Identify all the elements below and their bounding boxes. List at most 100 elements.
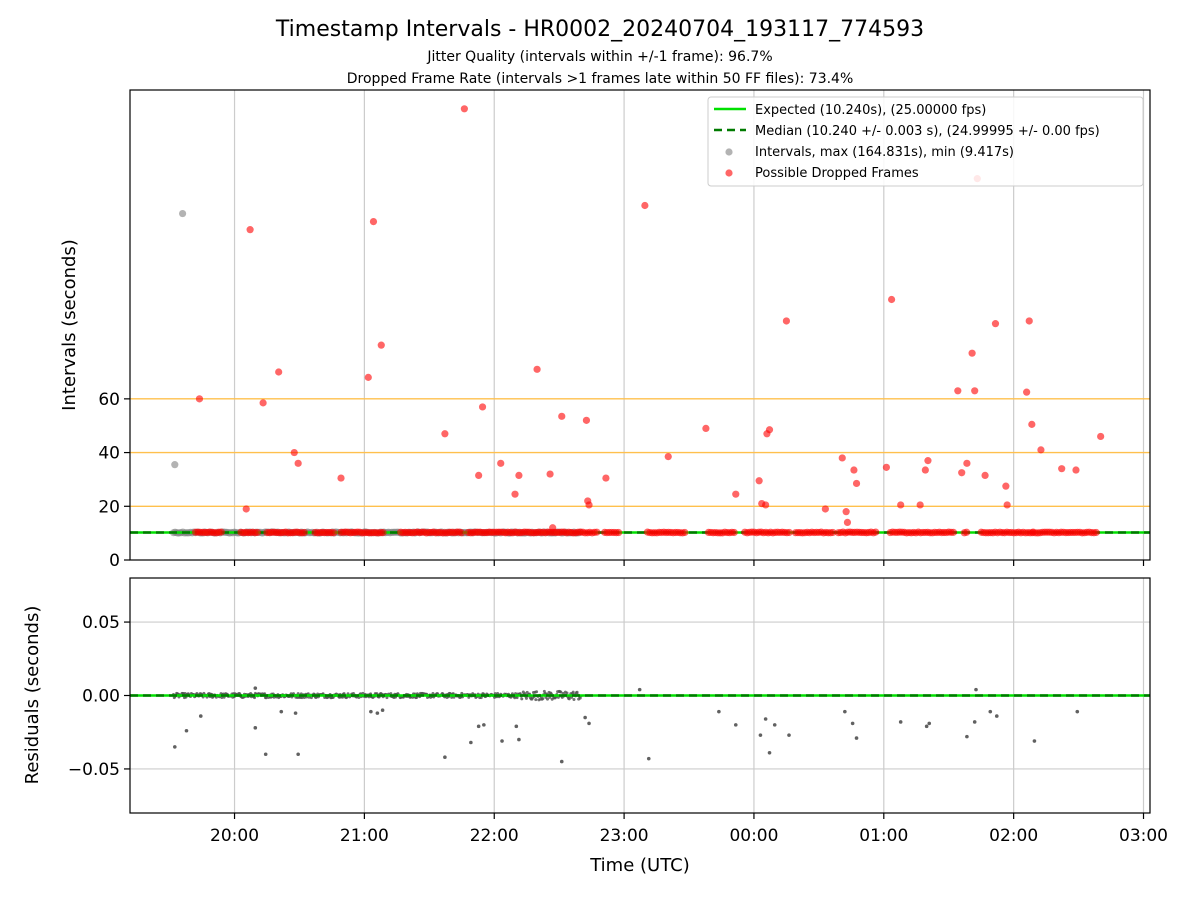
residual-point <box>974 687 978 692</box>
residual-point <box>476 724 481 729</box>
residual-point <box>988 709 993 714</box>
dropped-frame-point <box>515 471 523 479</box>
top-y-tick-label: 40 <box>98 444 120 464</box>
dropped-frame-point <box>602 474 610 482</box>
residual-point <box>369 709 373 714</box>
residual-point <box>559 690 563 694</box>
residual-points <box>172 686 1080 764</box>
residual-point <box>587 721 591 726</box>
residual-point <box>309 696 313 700</box>
dropped-frame-point <box>681 528 689 537</box>
dropped-frame-point <box>441 430 449 438</box>
residual-point <box>1075 709 1080 714</box>
residual-point <box>524 696 528 700</box>
dropped-frame-point <box>195 395 204 403</box>
residual-point <box>482 723 486 727</box>
top-x-axis-ticks <box>233 560 1145 566</box>
residual-point <box>927 721 932 726</box>
residual-point <box>646 756 651 761</box>
legend-intervals-label: Intervals, max (164.831s), min (9.417s) <box>755 145 1014 160</box>
dropped-frame-point <box>882 463 890 471</box>
residual-point <box>184 728 189 733</box>
dropped-frame-point <box>732 490 740 498</box>
residual-point <box>380 708 385 712</box>
top-y-tick-label: 0 <box>109 551 120 571</box>
dropped-frame-point <box>294 459 302 467</box>
legend-box <box>707 96 1144 187</box>
bottom-y-tick-label: 0.00 <box>82 687 120 707</box>
dropped-frame-point <box>954 387 962 395</box>
dropped-frame-point <box>558 412 566 420</box>
residual-point <box>534 698 538 702</box>
residual-point <box>172 745 177 749</box>
interval-point <box>178 209 187 218</box>
dropped-frame-point <box>755 477 763 485</box>
residual-point <box>535 690 539 694</box>
dropped-frame-point <box>641 201 649 210</box>
dropped-frame-point <box>275 368 283 376</box>
chart-subtitle-jitter: Jitter Quality (intervals within +/-1 fr… <box>426 49 772 65</box>
residual-point <box>279 709 284 714</box>
dropped-frame-point <box>887 295 896 304</box>
residual-point <box>583 715 587 720</box>
dropped-frame-point <box>615 528 623 537</box>
interval-points <box>171 209 187 469</box>
x-tick-label: 00:00 <box>729 826 778 846</box>
residual-point <box>198 714 203 718</box>
dropped-frame-point <box>838 454 846 462</box>
residual-point <box>767 750 772 755</box>
dropped-frame-point <box>1025 317 1033 325</box>
legend-expected-label: Expected (10.240s), (25.00000 fps) <box>755 103 986 118</box>
residual-point <box>293 711 298 715</box>
interval-point <box>171 461 179 469</box>
dropped-frame-point <box>821 505 829 513</box>
residual-point <box>717 709 721 714</box>
dropped-frame-point <box>981 471 989 479</box>
dropped-frame-point <box>478 403 487 411</box>
x-tick-label: 01:00 <box>859 826 908 846</box>
dropped-frame-point <box>377 341 385 349</box>
bottom-y-axis-ticks: 0.05 0.00 −0.05 <box>68 613 130 780</box>
dropped-frame-point <box>1072 466 1080 474</box>
dropped-frame-point <box>702 424 710 432</box>
residual-point <box>575 690 579 694</box>
dropped-frame-point <box>785 528 793 537</box>
dropped-frame-point <box>585 501 593 509</box>
residual-point <box>571 690 575 694</box>
residual-point <box>443 755 447 759</box>
x-tick-label: 22:00 <box>470 826 519 846</box>
dropped-frame-point <box>664 453 672 461</box>
dropped-frame-point <box>872 528 880 536</box>
residual-point <box>361 691 365 695</box>
residual-point <box>565 691 569 695</box>
legend-median-label: Median (10.240 +/- 0.003 s), (24.99995 +… <box>755 124 1100 139</box>
dropped-frame-point <box>246 226 254 234</box>
legend-dropped-swatch <box>725 169 733 177</box>
dropped-frame-point <box>1037 446 1045 454</box>
dropped-frame-point <box>968 349 976 357</box>
x-tick-label: 21:00 <box>340 826 389 846</box>
legend-dropped-label: Possible Dropped Frames <box>755 166 919 181</box>
residual-point <box>637 687 642 692</box>
dropped-frame-point <box>730 528 738 537</box>
residual-point <box>514 724 519 729</box>
dropped-frame-point <box>850 466 858 474</box>
dropped-frame-point <box>475 471 483 479</box>
residual-point <box>500 739 504 743</box>
residual-point <box>517 737 521 742</box>
dropped-frame-point <box>457 529 466 537</box>
residual-point <box>469 740 473 745</box>
residual-point <box>850 721 855 726</box>
dropped-frame-point <box>949 528 958 536</box>
residual-point <box>972 720 977 724</box>
dropped-frame-point <box>546 470 554 478</box>
x-tick-label: 23:00 <box>600 826 649 846</box>
residual-point <box>843 709 847 714</box>
top-y-tick-label: 60 <box>98 390 120 410</box>
residual-point <box>1032 739 1037 743</box>
dropped-frame-point <box>897 501 905 509</box>
residual-point <box>733 723 738 727</box>
residual-point <box>965 734 969 739</box>
dropped-frame-point <box>916 501 924 509</box>
